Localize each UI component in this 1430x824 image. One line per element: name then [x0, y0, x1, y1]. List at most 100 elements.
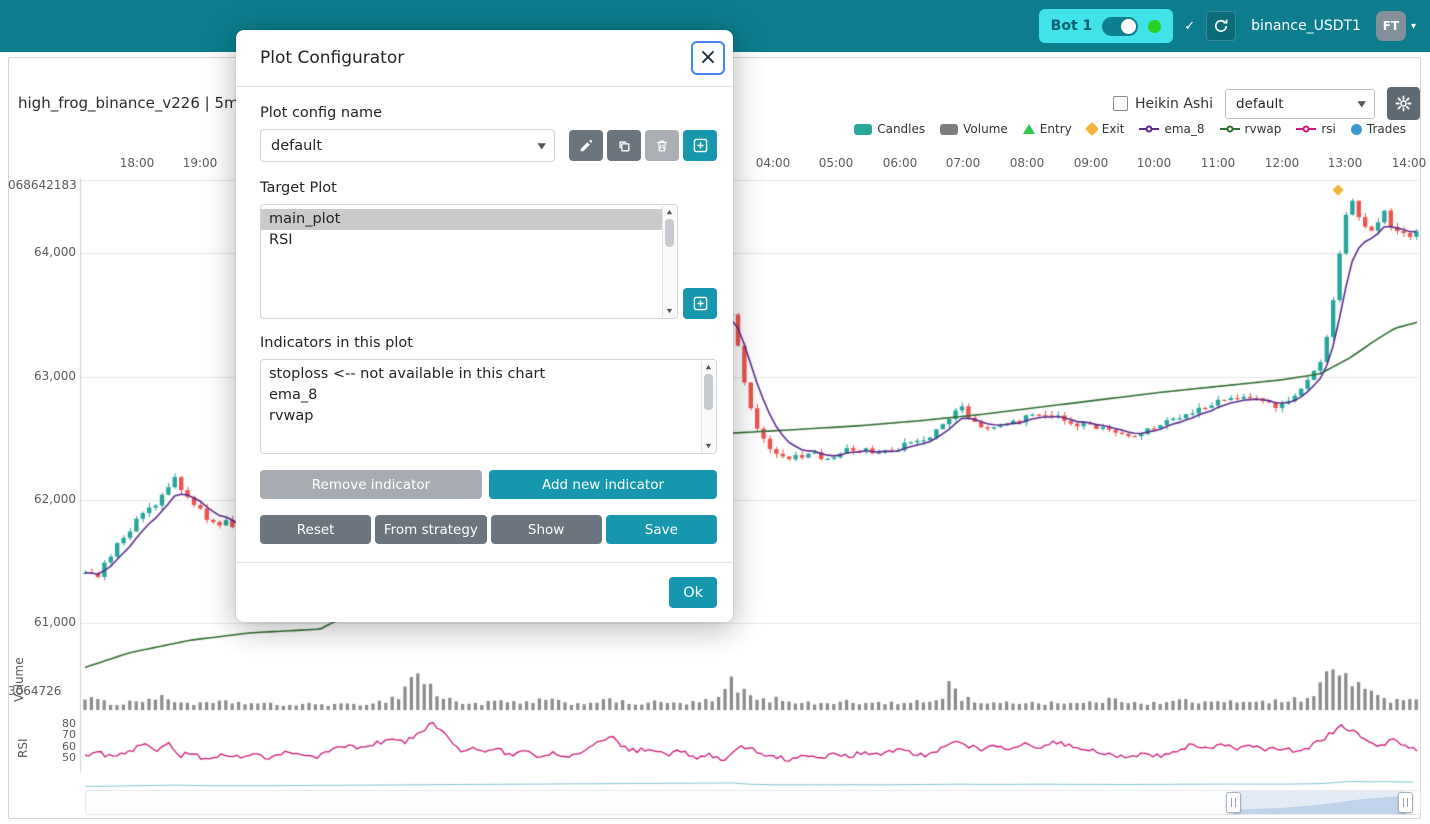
time-axis-label: 04:00	[755, 156, 791, 170]
ema_8-icon	[1139, 125, 1160, 133]
indicator-option[interactable]: rvwap	[269, 408, 314, 424]
edit-config-button[interactable]	[569, 130, 603, 161]
time-axis-label: 10:00	[1136, 156, 1172, 170]
scroll-up-icon[interactable]: ▲	[705, 363, 712, 371]
legend-item-entry[interactable]: Entry	[1022, 122, 1072, 136]
bot-online-toggle[interactable]	[1102, 16, 1139, 36]
copy-config-button[interactable]	[607, 130, 641, 161]
chart-title: high_frog_binance_v226 | 5m	[18, 94, 239, 112]
legend-item-trades[interactable]: Trades	[1350, 122, 1406, 136]
legend-item-volume[interactable]: Volume	[940, 122, 1008, 136]
bot-name-label: Bot 1	[1050, 18, 1093, 34]
chevron-down-icon: ▼	[1357, 98, 1366, 109]
add-plot-button[interactable]	[683, 288, 717, 319]
refresh-button[interactable]	[1206, 11, 1237, 41]
datazoom-handle-left[interactable]	[1226, 792, 1241, 813]
dialog-footer: Ok	[236, 562, 733, 622]
datazoom-selected-range[interactable]	[1233, 791, 1406, 814]
indicator-items: stoploss <-- not available in this chart…	[261, 364, 701, 427]
rsi-icon	[1296, 125, 1317, 133]
from-strategy-button[interactable]: From strategy	[375, 515, 487, 544]
volume-axis-value-label: 3064726	[8, 684, 62, 698]
time-axis-label: 08:00	[1009, 156, 1045, 170]
price-axis-label: 63,000	[34, 369, 76, 383]
time-axis-label: 19:00	[182, 156, 218, 170]
indicators-list[interactable]: stoploss <-- not available in this chart…	[260, 359, 717, 454]
bot-selector[interactable]: Bot 1	[1038, 9, 1174, 43]
scroll-thumb[interactable]	[704, 374, 713, 410]
bot-instance-label: binance_USDT1	[1251, 18, 1361, 34]
target-plot-scrollbar[interactable]: ▲ ▼	[662, 206, 676, 317]
save-button[interactable]: Save	[605, 515, 717, 544]
close-button[interactable]: ×	[691, 41, 725, 75]
scroll-down-icon[interactable]: ▼	[705, 442, 712, 450]
indicator-option[interactable]: ema_8	[269, 387, 318, 403]
refresh-icon	[1215, 19, 1228, 32]
indicator-option[interactable]: stoploss <-- not available in this chart	[269, 366, 546, 382]
config-actions	[569, 130, 717, 161]
user-menu[interactable]: FT ▾	[1375, 11, 1416, 41]
price-axis-label: 62,000	[34, 492, 76, 506]
scroll-thumb[interactable]	[665, 219, 674, 247]
trash-icon	[657, 139, 667, 151]
target-plot-option[interactable]: RSI	[269, 232, 293, 248]
time-axis-label: 09:00	[1073, 156, 1109, 170]
add-indicator-button[interactable]: Add new indicator	[489, 470, 717, 499]
plot-config-select[interactable]: default ▼	[1225, 88, 1375, 119]
plus-square-icon	[693, 296, 707, 311]
price-axis-label: 61,000	[34, 615, 76, 629]
heikin-ashi-checkbox[interactable]	[1113, 96, 1129, 111]
heikin-ashi-label: Heikin Ashi	[1135, 95, 1213, 112]
config-name-select-value: default	[271, 137, 323, 154]
time-axis-label: 13:00	[1327, 156, 1363, 170]
scroll-up-icon[interactable]: ▲	[666, 208, 673, 216]
time-axis-label: 11:00	[1200, 156, 1236, 170]
legend-item-ema_8[interactable]: ema_8	[1139, 122, 1205, 136]
legend-item-candles[interactable]: Candles	[854, 122, 925, 136]
candles-icon	[854, 123, 873, 135]
time-axis: 18:00 19:00 04:00 05:00 06:00 07:00 08:00 09:00…	[0, 156, 1430, 172]
target-plot-label: Target Plot	[260, 180, 337, 196]
time-axis-label: 06:00	[882, 156, 918, 170]
exit-icon	[1084, 121, 1099, 137]
rsi-axis-label: 80	[62, 717, 76, 730]
rsi-axis-title: RSI	[16, 738, 30, 759]
ok-button[interactable]: Ok	[669, 577, 717, 608]
target-plot-list[interactable]: main_plot RSI ▲ ▼	[260, 204, 678, 319]
chart-settings-button[interactable]	[1387, 87, 1420, 120]
volume-axis-max-label: 068642183	[8, 178, 77, 192]
heikin-ashi-control[interactable]: Heikin Ashi	[1113, 96, 1213, 112]
show-button[interactable]: Show	[490, 515, 602, 544]
config-name-label: Plot config name	[260, 105, 383, 121]
legend-item-rsi[interactable]: rsi	[1296, 122, 1336, 136]
legend-label: Trades	[1366, 122, 1406, 136]
time-axis-label: 14:00	[1391, 156, 1427, 170]
remove-indicator-button[interactable]: Remove indicator	[260, 470, 482, 499]
datazoom-handle-right[interactable]	[1398, 792, 1413, 813]
config-name-select[interactable]: default ▼	[260, 129, 555, 162]
delete-config-button[interactable]	[645, 130, 679, 161]
legend-item-exit[interactable]: Exit	[1084, 121, 1124, 137]
target-plot-option[interactable]: main_plot	[261, 209, 662, 230]
chevron-down-icon: ▼	[537, 140, 546, 151]
plot-config-select-value: default	[1236, 95, 1284, 112]
plus-square-icon	[693, 138, 707, 153]
legend-item-rvwap[interactable]: rvwap	[1219, 122, 1281, 136]
target-plot-items: main_plot RSI	[261, 209, 662, 251]
scroll-down-icon[interactable]: ▼	[666, 307, 673, 315]
toggle-knob-icon	[1121, 18, 1137, 34]
volume-axis-title: Volume	[12, 657, 26, 702]
rvwap-icon	[1219, 125, 1240, 133]
time-axis-label: 05:00	[818, 156, 854, 170]
legend-label: Candles	[877, 122, 926, 136]
time-axis-label: 18:00	[119, 156, 155, 170]
reset-button[interactable]: Reset	[260, 515, 372, 544]
add-config-button[interactable]	[683, 130, 717, 161]
indicators-scrollbar[interactable]: ▲ ▼	[701, 361, 715, 452]
caret-down-icon: ▾	[1410, 20, 1416, 32]
legend-label: Entry	[1039, 122, 1072, 136]
entry-icon	[1022, 124, 1035, 134]
datazoom-track[interactable]	[85, 790, 1421, 815]
pencil-icon	[580, 139, 593, 151]
legend-label: ema_8	[1164, 122, 1205, 136]
